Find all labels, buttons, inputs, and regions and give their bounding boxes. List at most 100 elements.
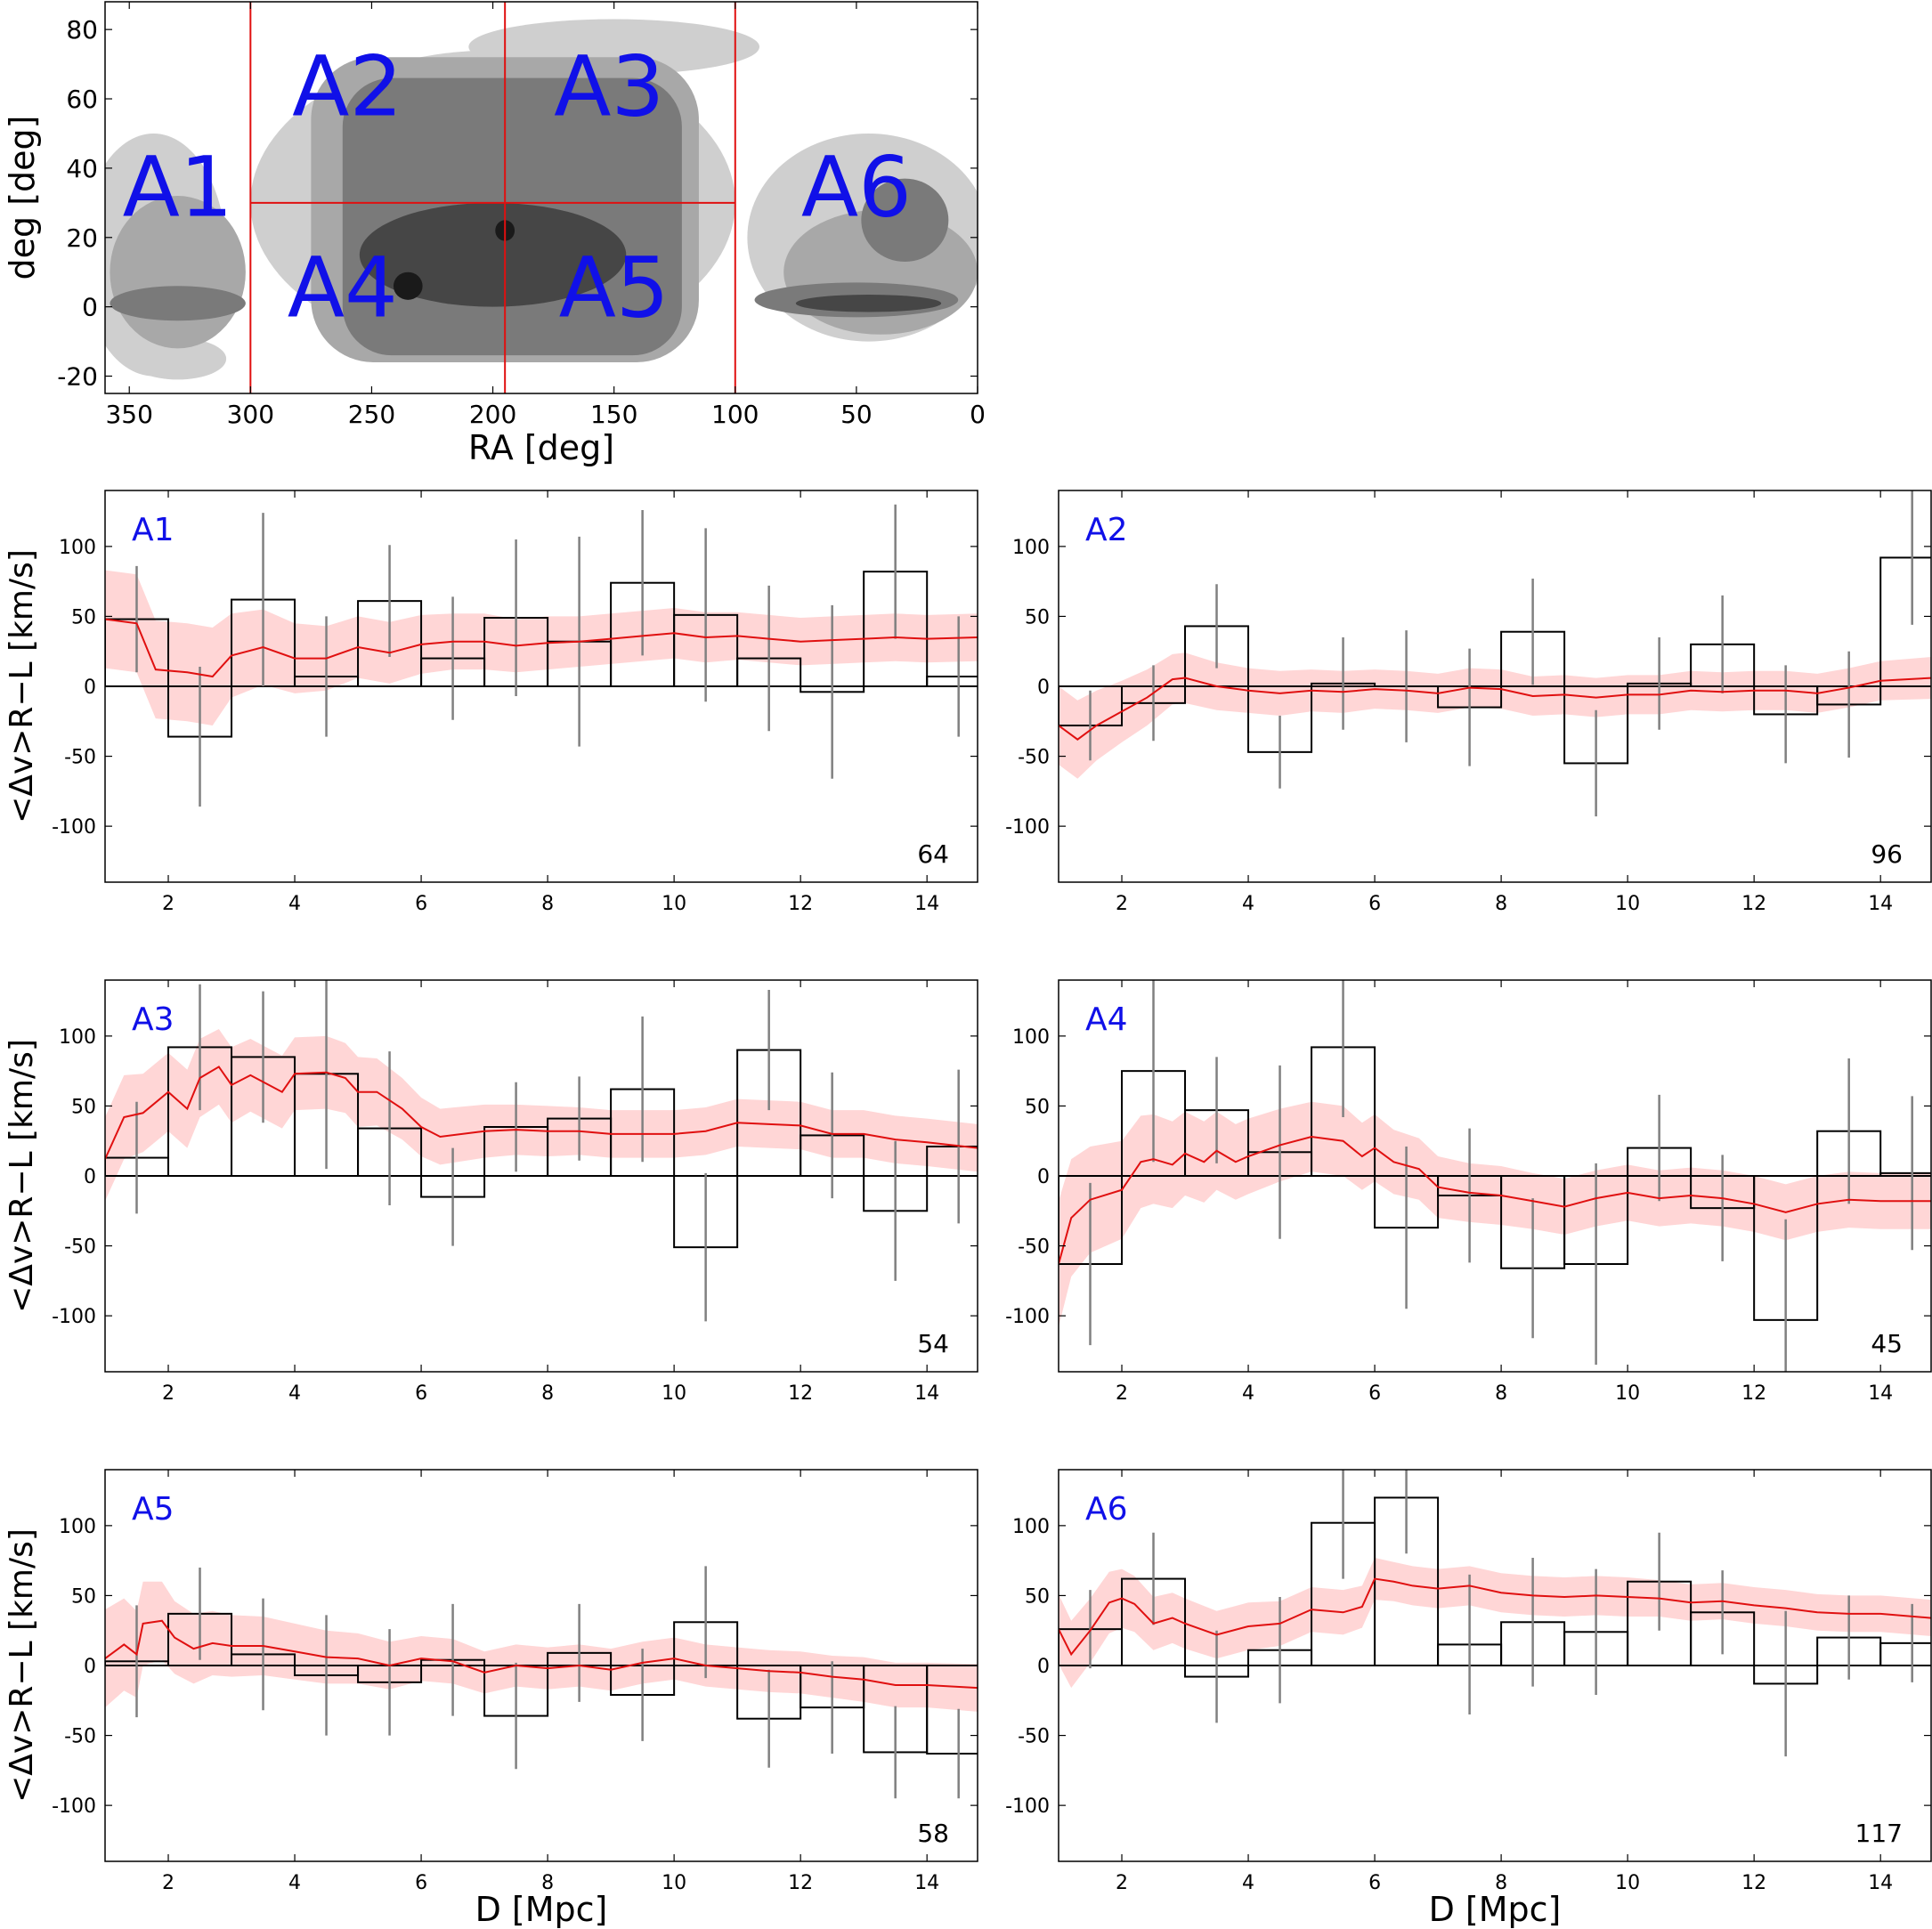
- y-tick-label: 100: [1012, 537, 1050, 559]
- panel-plot-area: [1059, 1470, 1931, 1757]
- x-tick-label: 4: [288, 893, 301, 915]
- region-label: A3: [554, 38, 664, 135]
- running-mean-line: [105, 1619, 978, 1690]
- density-contour: [129, 337, 227, 380]
- x-tick-label: 8: [1495, 893, 1507, 915]
- panel-count-label: 64: [917, 839, 949, 869]
- y-tick-label: -50: [1018, 747, 1050, 769]
- panel-region-label: A3: [132, 1001, 175, 1038]
- confidence-band: [1059, 652, 1931, 779]
- y-tick-label: -100: [52, 1306, 96, 1328]
- y-tick-label: 0: [84, 1656, 96, 1678]
- x-tick-label: 8: [541, 1872, 554, 1894]
- y-axis-title: <Δv>R−L [km/s]: [4, 1039, 40, 1313]
- x-tick-label: 2: [162, 1382, 175, 1405]
- x-tick-label: 6: [1368, 1872, 1381, 1894]
- x-tick-label: 0: [970, 400, 986, 429]
- x-tick-label: 2: [1116, 1382, 1128, 1405]
- panel-count-label: 54: [917, 1329, 949, 1358]
- x-tick-label: 10: [1615, 893, 1640, 915]
- x-tick-label: 12: [1741, 893, 1766, 915]
- y-tick-label: 80: [66, 15, 98, 45]
- y-tick-label: 50: [71, 1585, 96, 1608]
- velocity-panel-a6: 2 4 6 8 10 12 14 100 50 0 -50 -100 A6 117 D [Mpc]: [1005, 1469, 1932, 1929]
- panel-count-label: 117: [1855, 1819, 1903, 1848]
- y-axis-title: <Δv>R−L [km/s]: [4, 549, 40, 823]
- x-tick-label: 6: [415, 1382, 427, 1405]
- y-tick-label: -20: [57, 362, 98, 392]
- x-tick-label: 50: [840, 400, 873, 429]
- panel-plot-area: [105, 504, 978, 807]
- x-tick-label: 14: [914, 1382, 939, 1405]
- x-axis-title: RA [deg]: [468, 428, 614, 467]
- region-label: A6: [801, 139, 912, 236]
- y-tick-label: 100: [1012, 1026, 1050, 1049]
- y-tick-label: 50: [1025, 1096, 1050, 1118]
- x-tick-label: 12: [1741, 1382, 1766, 1405]
- velocity-panel-a4: 2 4 6 8 10 12 14 100 50 0 -50 -100 A4 45: [1005, 979, 1932, 1405]
- y-axis-title: <Δv>R−L [km/s]: [4, 1528, 40, 1803]
- confidence-band: [105, 570, 978, 725]
- x-tick-label: 12: [788, 893, 813, 915]
- x-tick-label: 12: [788, 1382, 813, 1405]
- y-tick-label: 50: [71, 606, 96, 628]
- x-tick-label: 14: [1868, 1382, 1893, 1405]
- y-tick-label: 0: [1037, 1166, 1050, 1188]
- panel-plot-area: [1059, 980, 1931, 1372]
- x-tick-label: 350: [105, 400, 152, 429]
- y-tick-label: -50: [64, 1236, 96, 1259]
- x-tick-label: 14: [914, 893, 939, 915]
- x-tick-label: 6: [415, 1872, 427, 1894]
- histogram-bar: [1879, 1641, 1931, 1667]
- x-tick-label: 12: [788, 1872, 813, 1894]
- region-label: A1: [123, 139, 233, 236]
- x-tick-label: 10: [1615, 1872, 1640, 1894]
- panel-plot-area: [105, 1566, 978, 1799]
- x-tick-label: 2: [162, 1872, 175, 1894]
- x-tick-label: 8: [1495, 1872, 1507, 1894]
- x-tick-label: 300: [227, 400, 274, 429]
- x-tick-label: 2: [1116, 893, 1128, 915]
- x-tick-label: 14: [914, 1872, 939, 1894]
- confidence-band: [1059, 1558, 1931, 1689]
- panel-region-label: A4: [1085, 1001, 1128, 1038]
- x-tick-label: 6: [1368, 893, 1381, 915]
- y-tick-label: 50: [1025, 606, 1050, 628]
- x-tick-label: 10: [662, 893, 686, 915]
- y-axis-title: deg [deg]: [3, 116, 42, 280]
- x-axis-title: D [Mpc]: [475, 1890, 608, 1929]
- y-tick-label: -100: [1005, 1795, 1050, 1818]
- x-tick-label: 4: [1242, 1382, 1254, 1405]
- panel-plot-area: [105, 980, 978, 1322]
- panel-region-label: A6: [1085, 1491, 1128, 1528]
- x-tick-label: 2: [162, 893, 175, 915]
- x-tick-label: 4: [288, 1382, 301, 1405]
- velocity-panel-a2: 2 4 6 8 10 12 14 100 50 0 -50 -100 A2 96: [1005, 490, 1932, 915]
- panel-count-label: 58: [917, 1819, 949, 1848]
- y-tick-label: -50: [1018, 1726, 1050, 1748]
- region-label: A2: [292, 38, 402, 135]
- density-contour: [110, 286, 246, 321]
- y-tick-label: -100: [52, 1795, 96, 1818]
- velocity-panel-a3: 2 4 6 8 10 12 14 100 50 0 -50 -100 A3 54 <Δv>R−L [km/s…: [4, 979, 978, 1405]
- y-tick-label: -100: [52, 816, 96, 839]
- y-tick-label: 0: [1037, 1656, 1050, 1678]
- x-tick-label: 4: [288, 1872, 301, 1894]
- density-contour: [359, 202, 627, 307]
- y-tick-label: -100: [1005, 816, 1050, 839]
- x-tick-label: 8: [541, 1382, 554, 1405]
- confidence-band: [1059, 1101, 1931, 1327]
- x-tick-label: 12: [1741, 1872, 1766, 1894]
- density-contour: [861, 178, 949, 263]
- x-tick-label: 6: [1368, 1382, 1381, 1405]
- x-tick-label: 10: [1615, 1382, 1640, 1405]
- x-tick-label: 4: [1242, 1872, 1254, 1894]
- x-tick-label: 2: [1116, 1872, 1128, 1894]
- y-tick-label: 20: [66, 223, 98, 253]
- density-layer: [105, 19, 978, 380]
- y-tick-label: -50: [64, 1726, 96, 1748]
- panel-count-label: 45: [1871, 1329, 1903, 1358]
- y-tick-label: 0: [82, 293, 98, 322]
- y-tick-label: 100: [59, 537, 96, 559]
